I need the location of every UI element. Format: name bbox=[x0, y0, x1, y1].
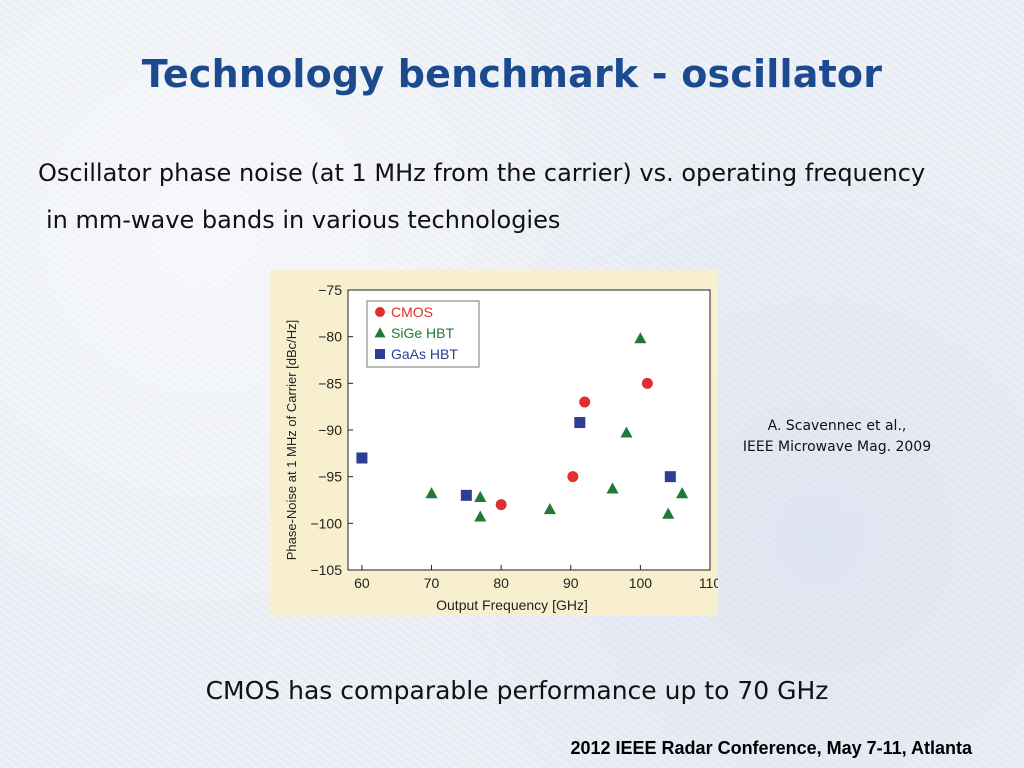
x-tick-label: 80 bbox=[493, 575, 509, 591]
x-tick-label: 110 bbox=[699, 575, 718, 591]
sige-hbt-point bbox=[425, 487, 438, 499]
citation: A. Scavennec et al., IEEE Microwave Mag.… bbox=[722, 416, 952, 458]
sige-hbt-point bbox=[543, 503, 556, 515]
y-tick-label: −90 bbox=[318, 422, 342, 438]
sige-hbt-point bbox=[676, 487, 689, 499]
y-tick-label: −85 bbox=[318, 375, 342, 391]
sige-hbt-point bbox=[620, 426, 633, 438]
x-axis-label: Output Frequency [GHz] bbox=[436, 597, 588, 613]
x-tick-label: 60 bbox=[354, 575, 370, 591]
legend: CMOS SiGe HBT GaAs HBT bbox=[366, 300, 480, 368]
conclusion-text: CMOS has comparable performance up to 70… bbox=[205, 676, 829, 705]
cmos-point bbox=[495, 499, 507, 511]
phase-noise-scatter-chart: −75 −80 −85 −90 −95 −100 −105 60 70 80 90 100 110 C… bbox=[284, 282, 718, 613]
sige-hbt-point bbox=[662, 507, 675, 519]
conference-footer: 2012 IEEE Radar Conference, May 7-11, At… bbox=[570, 738, 972, 758]
legend-label: GaAs HBT bbox=[391, 346, 458, 362]
cmos-point bbox=[579, 396, 591, 408]
x-tick-label: 90 bbox=[563, 575, 579, 591]
phase-noise-chart-panel: −75 −80 −85 −90 −95 −100 −105 60 70 80 90 100 110 C… bbox=[270, 270, 718, 616]
legend-label: SiGe HBT bbox=[391, 325, 454, 341]
legend-marker-cmos bbox=[375, 307, 385, 317]
subtitle-line-2: in mm-wave bands in various technologies bbox=[46, 206, 561, 234]
citation-authors: A. Scavennec et al., bbox=[767, 418, 907, 434]
gaas-hbt-point bbox=[356, 452, 368, 464]
sige-hbt-point bbox=[474, 490, 487, 502]
y-axis-ticks: −75 −80 −85 −90 −95 −100 −105 bbox=[310, 282, 353, 578]
sige-hbt-point bbox=[606, 482, 619, 494]
data-markers bbox=[356, 332, 689, 522]
gaas-hbt-point bbox=[574, 417, 586, 429]
cmos-point bbox=[567, 471, 579, 483]
subtitle-line-1: Oscillator phase noise (at 1 MHz from th… bbox=[38, 159, 926, 187]
y-tick-label: −80 bbox=[318, 329, 342, 345]
y-axis-label: Phase-Noise at 1 MHz of Carrier [dBc/Hz] bbox=[284, 320, 299, 561]
slide-title: Technology benchmark - oscillator bbox=[141, 52, 883, 96]
legend-label: CMOS bbox=[391, 304, 433, 320]
cmos-point bbox=[641, 377, 653, 389]
citation-source: IEEE Microwave Mag. 2009 bbox=[742, 439, 932, 455]
y-tick-label: −100 bbox=[310, 515, 342, 531]
y-tick-label: −105 bbox=[310, 562, 342, 578]
gaas-hbt-point bbox=[460, 489, 472, 501]
y-tick-label: −75 bbox=[318, 282, 342, 298]
plot-frame bbox=[347, 289, 711, 571]
y-tick-label: −95 bbox=[318, 469, 342, 485]
legend-marker-sige-hbt bbox=[374, 327, 386, 338]
legend-box bbox=[366, 300, 480, 368]
gaas-hbt-point bbox=[664, 471, 676, 483]
x-tick-label: 100 bbox=[629, 575, 653, 591]
legend-marker-gaas-hbt bbox=[375, 349, 385, 359]
sige-hbt-point bbox=[634, 332, 647, 344]
sige-hbt-point bbox=[474, 510, 487, 522]
x-axis-ticks: 60 70 80 90 100 110 bbox=[354, 565, 718, 591]
x-tick-label: 70 bbox=[424, 575, 440, 591]
slide-subtitle: Oscillator phase noise (at 1 MHz from th… bbox=[38, 150, 988, 244]
